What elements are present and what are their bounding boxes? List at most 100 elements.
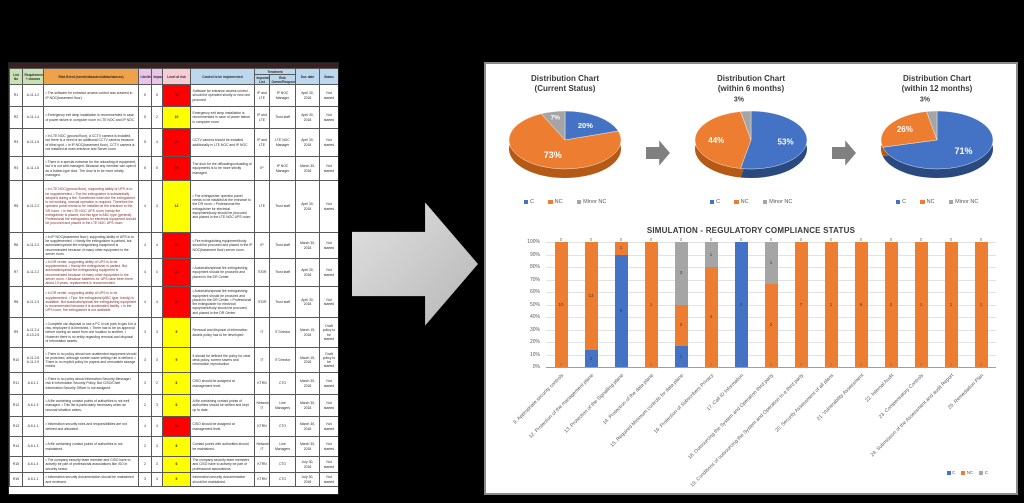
cell-control: CISO should be assigned at management le…	[190, 416, 255, 437]
cell-risk-event: • There is no policy about Information S…	[43, 372, 139, 395]
cell-control: • The extinguisher operator panel needs …	[190, 180, 255, 233]
cell-likelihood: 2	[138, 436, 152, 457]
col-header-requirement: Requirement + clauses	[22, 68, 44, 85]
pie-chart-current-status: Distribution Chart (Current Status) 20% 73%…	[486, 74, 644, 205]
cell-clause: A.6.1.1	[22, 372, 44, 395]
cell-risk-event: • In DR center, supporting ability of UP…	[43, 286, 139, 318]
bar-data-label: 3	[679, 270, 683, 276]
cell-status: Not started	[319, 156, 338, 181]
legend-label: Minor NC	[955, 199, 979, 205]
legend-item-nc: NC	[548, 199, 563, 205]
cell-impact: 4	[151, 258, 163, 287]
bar-data-label: 1	[679, 353, 683, 359]
pie-chart-within-6-months: Distribution Chart (within 6 months) 53% 44…	[672, 74, 830, 205]
pie-slice-nc	[508, 113, 622, 170]
table-row: R13 A.6.1.1 • Information security roles a…	[9, 416, 338, 437]
cell-list-no: R2	[9, 106, 23, 129]
cell-list-no: R11	[9, 372, 23, 395]
cell-control: Emergency exit lamp installation is reco…	[190, 106, 255, 129]
cell-due-date: March 30, 2018	[295, 416, 321, 437]
cell-clause: A.11.2.2	[22, 180, 44, 233]
risk-table: List No Requirement + clauses Risk Event (…	[9, 68, 338, 487]
pie-data-label: 73%	[544, 150, 562, 160]
legend-swatch	[948, 199, 954, 205]
legend-item-minor-nc: Minor NC	[576, 199, 607, 205]
cell-importance: IT/DR	[254, 258, 270, 287]
cell-impact: 4	[151, 416, 163, 437]
cell-due-date: April 30, 2018	[295, 106, 321, 129]
cell-clause: A.6.1.3	[22, 394, 44, 417]
bar-zero-label-top: 0	[979, 236, 983, 242]
bar-zero-label-top: 0	[679, 236, 683, 242]
y-axis-tick-label: 20%	[529, 339, 540, 345]
bar-zero-label-bottom: 0	[889, 362, 893, 367]
legend-item-c: C	[523, 199, 534, 205]
y-axis-tick-label: 10%	[529, 351, 540, 358]
cell-clause: A.11.1.6	[22, 156, 44, 181]
cell-level-of-risk: 9	[162, 347, 191, 373]
bar-chart-legend: C NC C	[946, 470, 988, 475]
cell-owner: Trust staff	[268, 106, 297, 129]
legend-label: NC	[966, 470, 974, 475]
bar-segment-nc	[884, 242, 898, 367]
table-row: R2 A.11.1.4 • Emergency exit lamp installa…	[9, 106, 338, 129]
y-axis-tick-label: 40%	[529, 314, 540, 320]
bar-segment-nc	[614, 242, 628, 255]
legend-swatch	[762, 199, 768, 205]
cell-status: Not started	[319, 84, 338, 107]
cell-likelihood: 3	[138, 317, 152, 348]
cell-level-of-risk: 9	[162, 472, 191, 487]
cell-importance: IP and LTE	[254, 84, 270, 107]
bar-segment-nc	[704, 267, 718, 367]
bar-zero-label-top: 0	[739, 236, 743, 242]
cell-impact: 5	[151, 84, 163, 107]
bar-data-label: 1	[949, 301, 953, 307]
col-header-due-date: Due date	[295, 68, 321, 85]
bar-segment-minor-nc	[704, 242, 718, 267]
bar-zero-label-top: 0	[769, 236, 773, 242]
cell-owner: CTO	[268, 472, 297, 487]
cell-level-of-risk: 6	[162, 436, 191, 457]
cell-likelihood: 2	[138, 394, 152, 417]
col-header-impact: Impact	[151, 68, 163, 85]
bar-segment-c	[734, 242, 748, 367]
cell-risk-event: • In IP NOC(basement floor), supporting …	[43, 232, 139, 259]
cell-impact: 4	[151, 286, 163, 318]
pie-data-label: 53%	[778, 137, 794, 146]
bar-zero-label-bottom: 0	[739, 362, 743, 367]
cell-clause: A.11.2.2	[22, 232, 44, 259]
cell-due-date: April 30, 2018	[295, 286, 321, 318]
pie-chart-row: Distribution Chart (Current Status) 20% 73%…	[486, 74, 1016, 205]
legend-item-nc: NC	[920, 199, 935, 205]
cell-owner: CTO	[268, 456, 297, 473]
pie-slice-nc	[880, 111, 938, 148]
cell-level-of-risk: 20	[162, 128, 191, 157]
legend-label: C	[984, 470, 988, 475]
cell-owner: Trust staff	[268, 232, 297, 259]
gridline	[546, 367, 996, 368]
cell-due-date: March 15, 2018	[295, 347, 321, 373]
col-header-likelihood: Likelihood	[138, 68, 152, 85]
cell-risk-event: • In LTE NOC (ground floor), a CCTV came…	[43, 128, 139, 157]
bar-zero-label-bottom: 0	[619, 362, 623, 367]
cell-control: • Fire extinguishing equipment/body shou…	[190, 232, 255, 259]
bar-legend-item-1: C	[946, 470, 955, 475]
cell-likelihood: 5	[138, 156, 152, 181]
cell-clause: A.6.1.1	[22, 416, 44, 437]
cell-risk-event: • Information security documentation sho…	[43, 472, 139, 487]
bar-zero-label-bottom: 0	[559, 362, 563, 367]
legend-label: Minor NC	[583, 199, 607, 205]
cell-status: Not started	[319, 180, 338, 233]
cell-status: Not started	[319, 372, 338, 395]
cell-importance: Network-IT	[254, 436, 270, 457]
cell-list-no: R9	[9, 317, 23, 348]
y-axis-tick-label: 60%	[529, 289, 540, 295]
table-row: R15 A.6.1.4 • The company security team me…	[9, 456, 338, 473]
table-row: R3 A.11.1.5 • In LTE NOC (ground floor), a…	[9, 128, 338, 157]
cell-list-no: R16	[9, 472, 23, 487]
cell-owner: IP NOC Manager	[268, 156, 297, 181]
cell-level-of-risk: 10	[162, 106, 191, 129]
cell-due-date: March 30, 2018	[295, 232, 321, 259]
cell-risk-event: • The software for entrance access contr…	[43, 84, 139, 107]
cell-impact: 3	[151, 436, 163, 457]
